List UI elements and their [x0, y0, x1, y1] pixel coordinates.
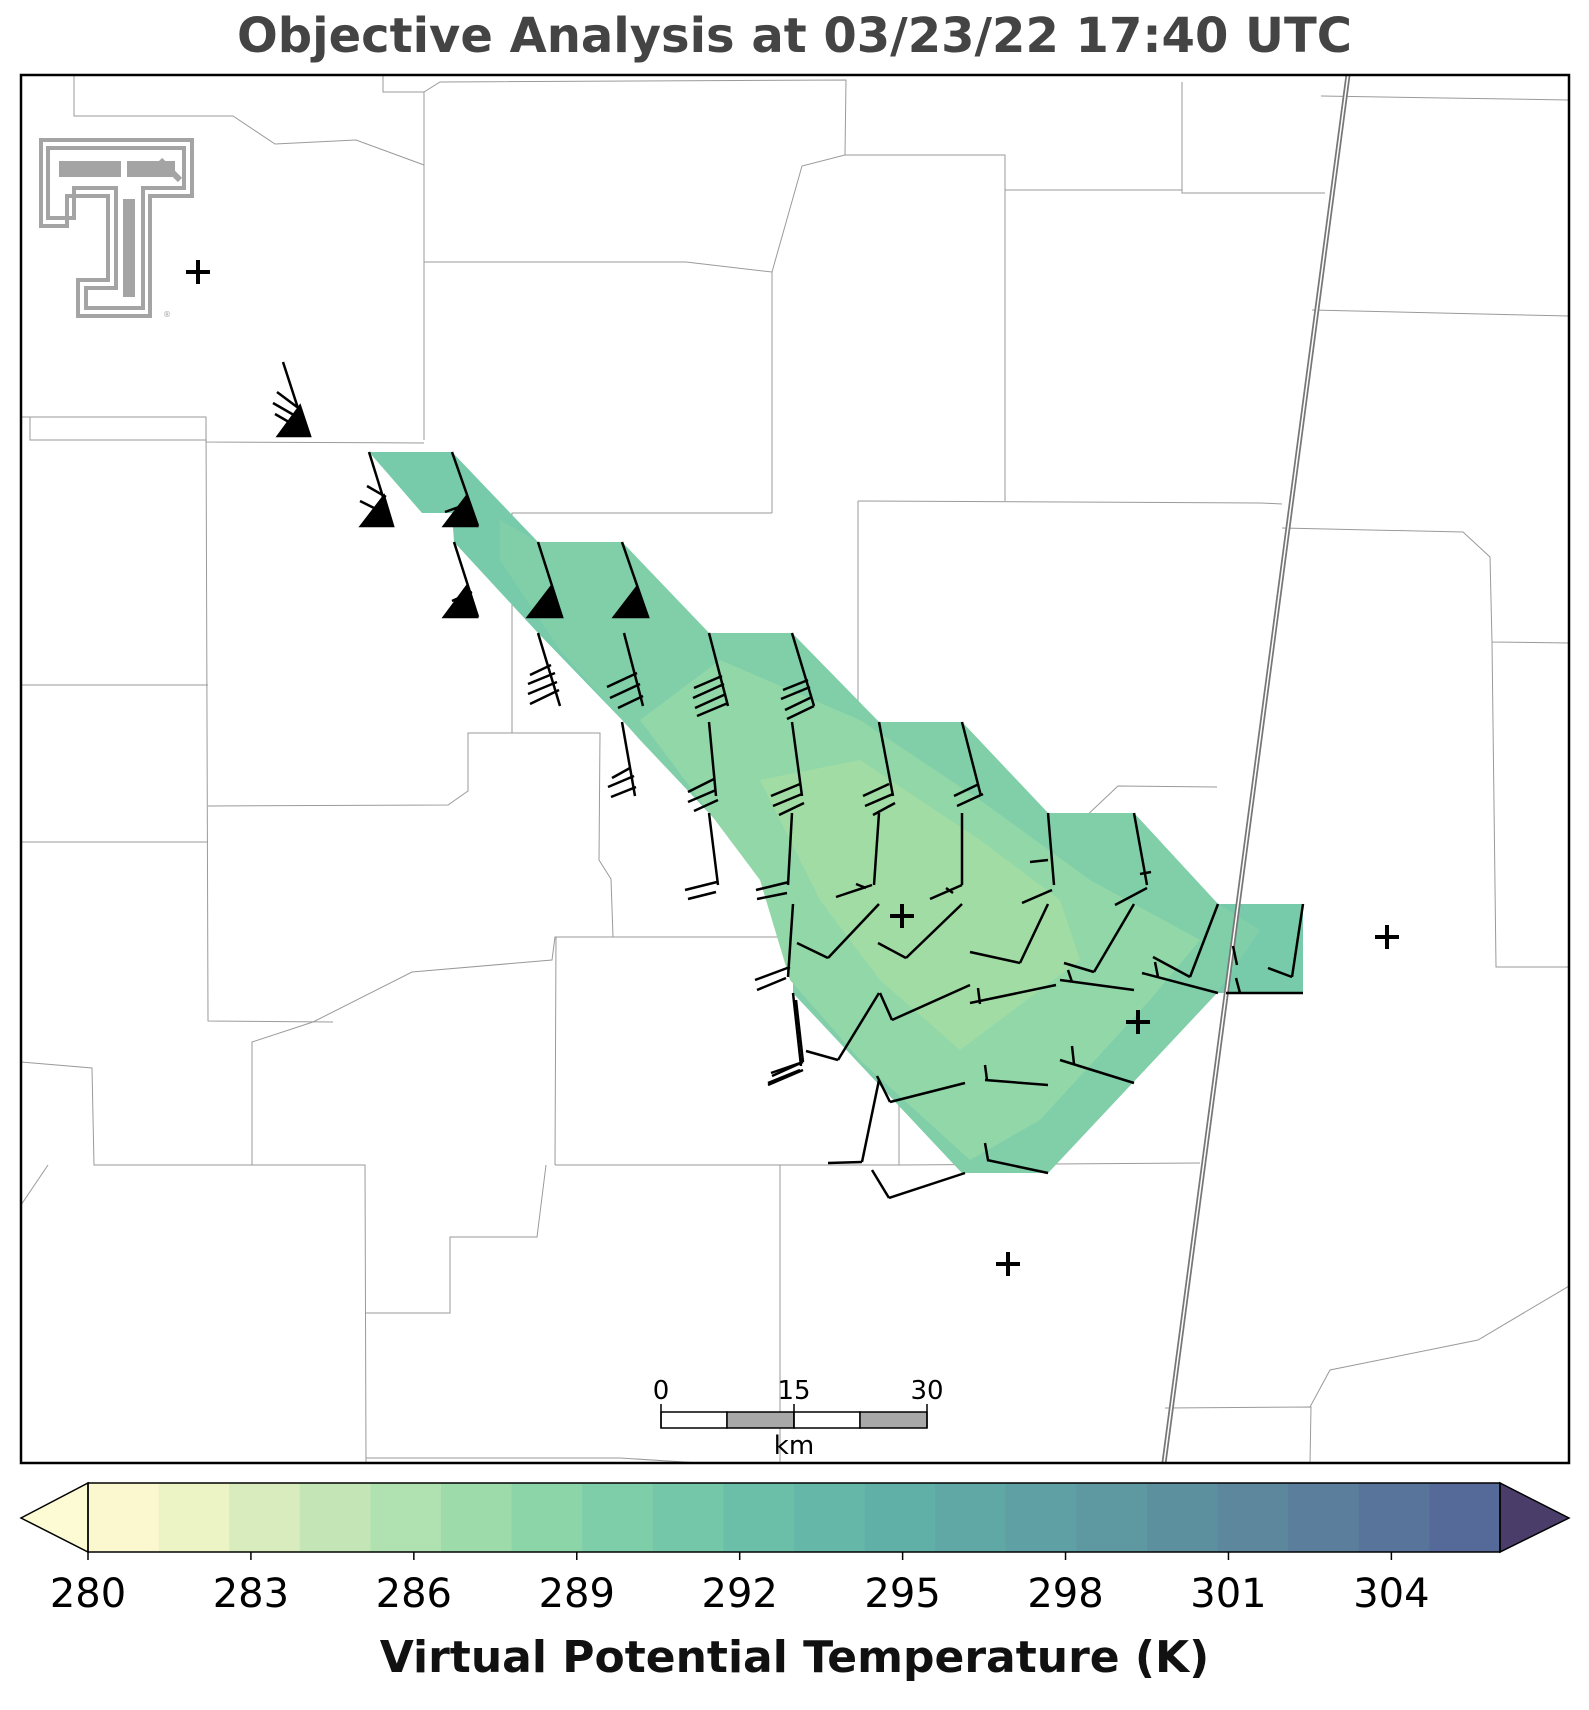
- colorbar-tick-label: 289: [539, 1571, 615, 1617]
- scale-tick-label: 0: [653, 1376, 670, 1406]
- wind-barb: [877, 903, 963, 960]
- map-title: Objective Analysis at 03/23/22 17:40 UTC: [237, 8, 1352, 64]
- wind-barb: [1141, 961, 1219, 995]
- wind-barb: [754, 903, 795, 992]
- wind-barb: [607, 721, 637, 799]
- colorbar-segments: [88, 1483, 1501, 1552]
- wind-barb: [755, 812, 794, 901]
- wind-barb: [805, 992, 881, 1062]
- wind-barb: [767, 999, 805, 1087]
- wind-barb: [770, 721, 805, 817]
- wind-barb: [969, 903, 1050, 965]
- field-band-3: [760, 760, 1080, 1050]
- wind-barb: [527, 632, 562, 707]
- state-boundary: [1161, 75, 1351, 1463]
- colorbar-segment: [1358, 1483, 1430, 1552]
- colorbar-tick-label: 298: [1027, 1571, 1103, 1617]
- wind-barb: [1063, 903, 1136, 974]
- colorbar-segment: [441, 1483, 513, 1552]
- scale-bar: 0 15 30 km: [653, 1376, 944, 1461]
- analysis-field: [369, 452, 1303, 1173]
- wind-barbs: [272, 361, 1305, 1200]
- colorbar-segment: [1429, 1483, 1501, 1552]
- plus-marker: [1126, 1010, 1150, 1034]
- wind-barb: [525, 541, 564, 619]
- colorbar-segment: [370, 1483, 442, 1552]
- wind-barb: [1152, 903, 1220, 979]
- wind-barb: [441, 541, 480, 619]
- colorbar-extend-low: [19, 1481, 89, 1554]
- colorbar-segment: [158, 1483, 230, 1552]
- colorbar-segment: [864, 1483, 936, 1552]
- colorbar-segment: [582, 1483, 654, 1552]
- colorbar-tick-label: 286: [376, 1571, 452, 1617]
- plus-marker: [186, 260, 210, 284]
- colorbar-frame: [87, 1482, 1501, 1553]
- plus-marker: [1375, 925, 1399, 949]
- wind-barb: [272, 361, 312, 438]
- colorbar-segment: [1288, 1483, 1360, 1552]
- wind-barb: [1226, 977, 1303, 995]
- wind-barb: [1059, 969, 1135, 992]
- colorbar-tick-label: 280: [50, 1571, 126, 1617]
- station-markers: [186, 260, 1399, 1276]
- colorbar-segment: [229, 1483, 301, 1552]
- scale-tick-label: 30: [910, 1376, 943, 1406]
- wind-barb: [1231, 903, 1305, 979]
- colorbar-segment: [511, 1483, 583, 1552]
- wind-barb: [1114, 812, 1152, 907]
- wind-barb: [606, 632, 645, 710]
- wind-barb: [692, 632, 730, 718]
- wind-barb: [969, 983, 1057, 1005]
- colorbar-label: Virtual Potential Temperature (K): [379, 1632, 1210, 1683]
- colorbar-tick-label: 292: [702, 1571, 778, 1617]
- colorbar-segment: [935, 1483, 1007, 1552]
- colorbar-tick-label: 304: [1353, 1571, 1429, 1617]
- wind-barb: [953, 721, 984, 808]
- wind-barb: [441, 451, 480, 528]
- plus-marker: [890, 904, 914, 928]
- colorbar-tick-label: 283: [213, 1571, 289, 1617]
- scale-tick-label: 15: [777, 1376, 810, 1406]
- plus-marker: [996, 1252, 1020, 1276]
- wind-barb: [780, 632, 816, 721]
- svg-text:®: ®: [163, 310, 171, 319]
- map-frame: [19, 73, 1571, 1465]
- wind-barb: [929, 813, 964, 901]
- wind-barb: [827, 1079, 881, 1165]
- colorbar-segment: [652, 1483, 724, 1552]
- wind-barb: [687, 721, 719, 813]
- wind-barb: [983, 1064, 1049, 1087]
- colorbar-segment: [88, 1483, 160, 1552]
- colorbar-segment: [1005, 1483, 1077, 1552]
- wind-barb: [684, 812, 720, 901]
- wind-barb: [870, 1169, 966, 1200]
- wind-barb: [862, 721, 896, 817]
- texas-tech-double-t-logo: ®: [39, 138, 194, 319]
- wind-barb: [1059, 1045, 1135, 1085]
- wind-barb: [878, 983, 971, 1022]
- wind-barb: [983, 1142, 1049, 1175]
- wind-barb: [611, 541, 650, 619]
- colorbar-segment: [299, 1483, 371, 1552]
- wind-barb: [358, 451, 395, 528]
- colorbar: 280 283 286 289 292 295 298 301 304: [19, 1481, 1571, 1617]
- wind-barb: [796, 903, 880, 960]
- colorbar-extend-high: [1499, 1481, 1571, 1554]
- scale-unit-label: km: [774, 1431, 814, 1461]
- colorbar-segment: [723, 1483, 795, 1552]
- colorbar-tick-label: 301: [1190, 1571, 1266, 1617]
- colorbar-segment: [1147, 1483, 1219, 1552]
- colorbar-tick-label: 295: [864, 1571, 940, 1617]
- colorbar-ticks: 280 283 286 289 292 295 298 301 304: [50, 1552, 1430, 1617]
- colorbar-segment: [794, 1483, 866, 1552]
- wind-barb: [875, 1075, 966, 1104]
- wind-barb: [835, 812, 881, 899]
- colorbar-segment: [1076, 1483, 1148, 1552]
- colorbar-segment: [1217, 1483, 1289, 1552]
- wind-barb: [1021, 812, 1056, 905]
